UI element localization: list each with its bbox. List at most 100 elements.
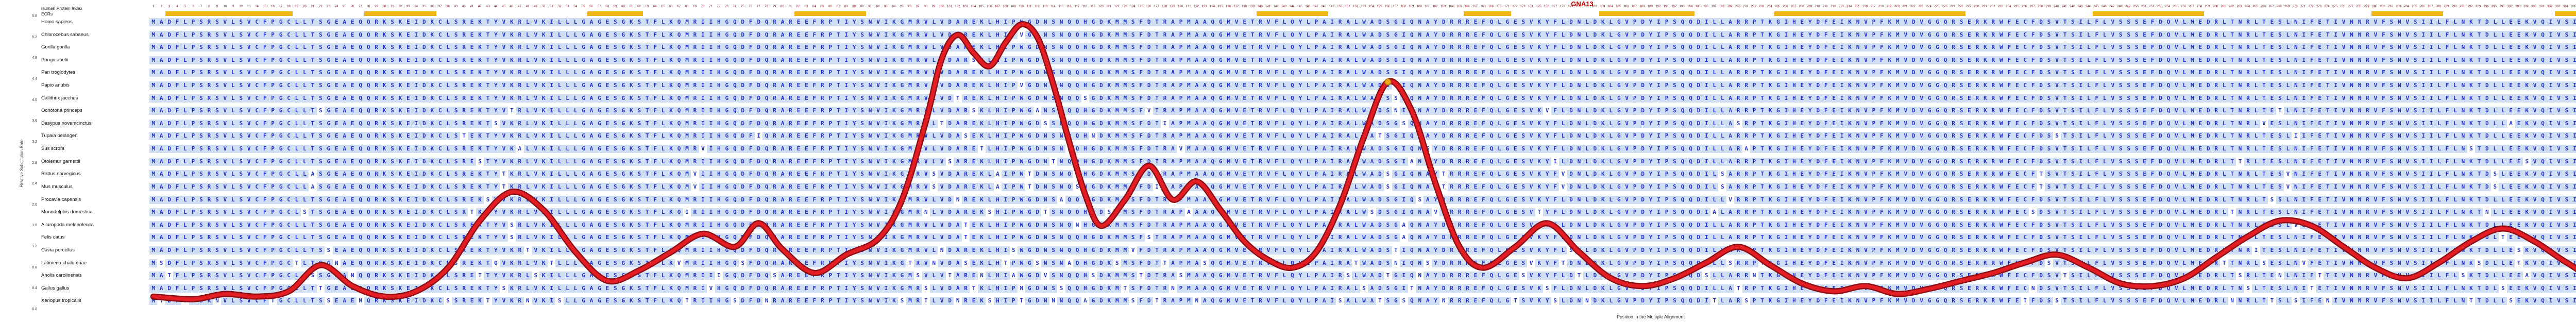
ruler-number: 132 bbox=[1194, 5, 1199, 8]
ruler-number: 291 bbox=[2460, 5, 2465, 8]
sequence-text: MSDFLPSRSVLSVCFPGCTLTSGNAEQQRKSKEIDKCLSR… bbox=[151, 259, 2576, 266]
species-label: Cavia porcellus bbox=[41, 247, 75, 253]
ruler-number: 129 bbox=[1170, 5, 1175, 8]
ruler-number: 186 bbox=[1623, 5, 1629, 8]
ruler-number: 259 bbox=[2205, 5, 2210, 8]
ruler-number: 244 bbox=[2085, 5, 2091, 8]
human-protein-index-label: Human Protein Index bbox=[41, 6, 82, 11]
x-axis-label: Position in the Multiple Alignment bbox=[1616, 314, 1685, 319]
species-label: Pan troglodytes bbox=[41, 70, 76, 76]
species-label: Chlorocebus sabaeus bbox=[41, 31, 89, 38]
ruler-number: 290 bbox=[2451, 5, 2457, 8]
ruler-number: 20 bbox=[302, 5, 307, 8]
ruler-number: 197 bbox=[1711, 5, 1717, 8]
ruler-number: 81 bbox=[788, 5, 792, 8]
ruler-number: 27 bbox=[359, 5, 362, 8]
sequence-row: MADFLPSRSVLSVCFPGCLLTSGEAEQQRKSKEIDKCLST… bbox=[149, 132, 2576, 141]
sequence-text: MADFLPSRSVLSVCFPGCLLTSSEAEQQRKSKEIDKCLSR… bbox=[151, 246, 2576, 253]
sequence-row: MTDFSPSRNVLSVCFTGCLLTSSEAENQRKSKEIDKCSSR… bbox=[149, 297, 2576, 306]
species-label: Gorilla gorilla bbox=[41, 44, 70, 50]
ruler-number: 255 bbox=[2173, 5, 2178, 8]
ruler-number: 146 bbox=[1305, 5, 1311, 8]
ruler-number: 19 bbox=[295, 5, 299, 8]
sequence-text: MADFLPSRSVLSVCFPGCLLTSGEAEQQRKSKEIDKCLSR… bbox=[151, 19, 2576, 25]
ruler-number: 2 bbox=[160, 5, 162, 8]
ruler-number: 242 bbox=[2069, 5, 2075, 8]
ruler-number: 99 bbox=[931, 5, 936, 8]
ruler-number: 128 bbox=[1162, 5, 1167, 8]
ruler-number: 73 bbox=[725, 5, 728, 8]
ruler-number: 213 bbox=[1838, 5, 1844, 8]
ruler-number: 61 bbox=[629, 5, 633, 8]
ruler-number: 4 bbox=[176, 5, 178, 8]
ruler-number: 229 bbox=[1966, 5, 1972, 8]
ruler-number: 181 bbox=[1584, 5, 1589, 8]
ruler-number: 280 bbox=[2372, 5, 2378, 8]
ruler-number: 136 bbox=[1225, 5, 1231, 8]
ruler-number: 298 bbox=[2515, 5, 2521, 8]
ruler-number: 13 bbox=[247, 5, 251, 8]
ruler-number: 220 bbox=[1894, 5, 1900, 8]
ruler-number: 169 bbox=[1488, 5, 1494, 8]
ruler-number: 257 bbox=[2189, 5, 2194, 8]
ruler-number: 147 bbox=[1313, 5, 1318, 8]
ruler-number: 183 bbox=[1600, 5, 1605, 8]
ruler-number: 154 bbox=[1369, 5, 1375, 8]
ruler-number: 8 bbox=[208, 5, 210, 8]
ruler-number: 49 bbox=[534, 5, 537, 8]
ruler-number: 247 bbox=[2109, 5, 2115, 8]
ruler-number: 279 bbox=[2364, 5, 2369, 8]
ruler-number: 258 bbox=[2197, 5, 2202, 8]
ruler-number: 35 bbox=[422, 5, 426, 8]
ruler-number: 224 bbox=[1926, 5, 1931, 8]
ruler-number: 96 bbox=[908, 5, 912, 8]
ruler-number: 45 bbox=[502, 5, 505, 8]
ruler-number: 282 bbox=[2388, 5, 2394, 8]
y-tick: 3.6 bbox=[32, 119, 37, 123]
ruler-number: 260 bbox=[2213, 5, 2218, 8]
ruler-number: 200 bbox=[1735, 5, 1740, 8]
ruler-number: 9 bbox=[216, 5, 218, 8]
ecr-segment bbox=[2092, 11, 2205, 16]
ruler-number: 302 bbox=[2547, 5, 2553, 8]
ruler-number: 236 bbox=[2022, 5, 2027, 8]
ruler-number: 134 bbox=[1209, 5, 1215, 8]
ruler-number: 92 bbox=[876, 5, 880, 8]
sequence-row: MADFLPSRSVLSVCFPGCLLASGEAEQQRKSKEIDKCLSR… bbox=[149, 182, 2576, 191]
ruler-number: 10 bbox=[223, 5, 227, 8]
ruler-number: 142 bbox=[1273, 5, 1279, 8]
ecr-segment bbox=[165, 11, 293, 16]
ruler-number: 195 bbox=[1695, 5, 1701, 8]
ruler-number: 189 bbox=[1647, 5, 1653, 8]
ruler-number: 167 bbox=[1472, 5, 1478, 8]
ruler-number: 90 bbox=[860, 5, 864, 8]
species-label: Gallus gallus bbox=[41, 285, 70, 291]
ruler-number: 75 bbox=[740, 5, 744, 8]
y-tick: 5.2 bbox=[32, 35, 37, 39]
species-label: Xenopus tropicalis bbox=[41, 298, 81, 304]
ruler-number: 31 bbox=[390, 5, 394, 8]
sequence-text: MADFLPSRSVLSVCFPGCLLASGEAEQQRKSKEIDKCLSR… bbox=[151, 171, 2576, 178]
ruler-number: 83 bbox=[804, 5, 808, 8]
ruler-number: 234 bbox=[2006, 5, 2011, 8]
ruler-number: 87 bbox=[836, 5, 840, 8]
ruler-number: 202 bbox=[1751, 5, 1756, 8]
sequence-row: MADFLPSRSVLSVCFPGCLLTSGEAEQQRKSKEIDKCLSR… bbox=[149, 107, 2576, 115]
ecr-segment bbox=[587, 11, 643, 16]
ruler-number: 38 bbox=[446, 5, 450, 8]
sequence-text: MADFLPSRSVLSVCFPGCLLTSGEAEQQRKSKEIDKCLST… bbox=[151, 132, 2576, 140]
ruler-number: 78 bbox=[765, 5, 768, 8]
ruler-number: 107 bbox=[994, 5, 1000, 8]
sequence-row: MATFLPSRSVLSVCFPGCLLSSGEANQQRKSKEIDKCLSR… bbox=[149, 272, 2576, 280]
ruler-number: 21 bbox=[311, 5, 315, 8]
ruler-number: 48 bbox=[526, 5, 530, 8]
ruler-number: 271 bbox=[2300, 5, 2306, 8]
ruler-number: 223 bbox=[1918, 5, 1924, 8]
ruler-number: 292 bbox=[2467, 5, 2473, 8]
species-label: Otolemur garnettii bbox=[41, 158, 80, 164]
ruler-number: 103 bbox=[962, 5, 968, 8]
ruler-number: 34 bbox=[414, 5, 418, 8]
ruler-number: 122 bbox=[1114, 5, 1120, 8]
sequence-text: MADFLPSRSVLSVCFPGCLLTSGEAEQQRKSKEIDKCLSR… bbox=[151, 107, 2576, 114]
